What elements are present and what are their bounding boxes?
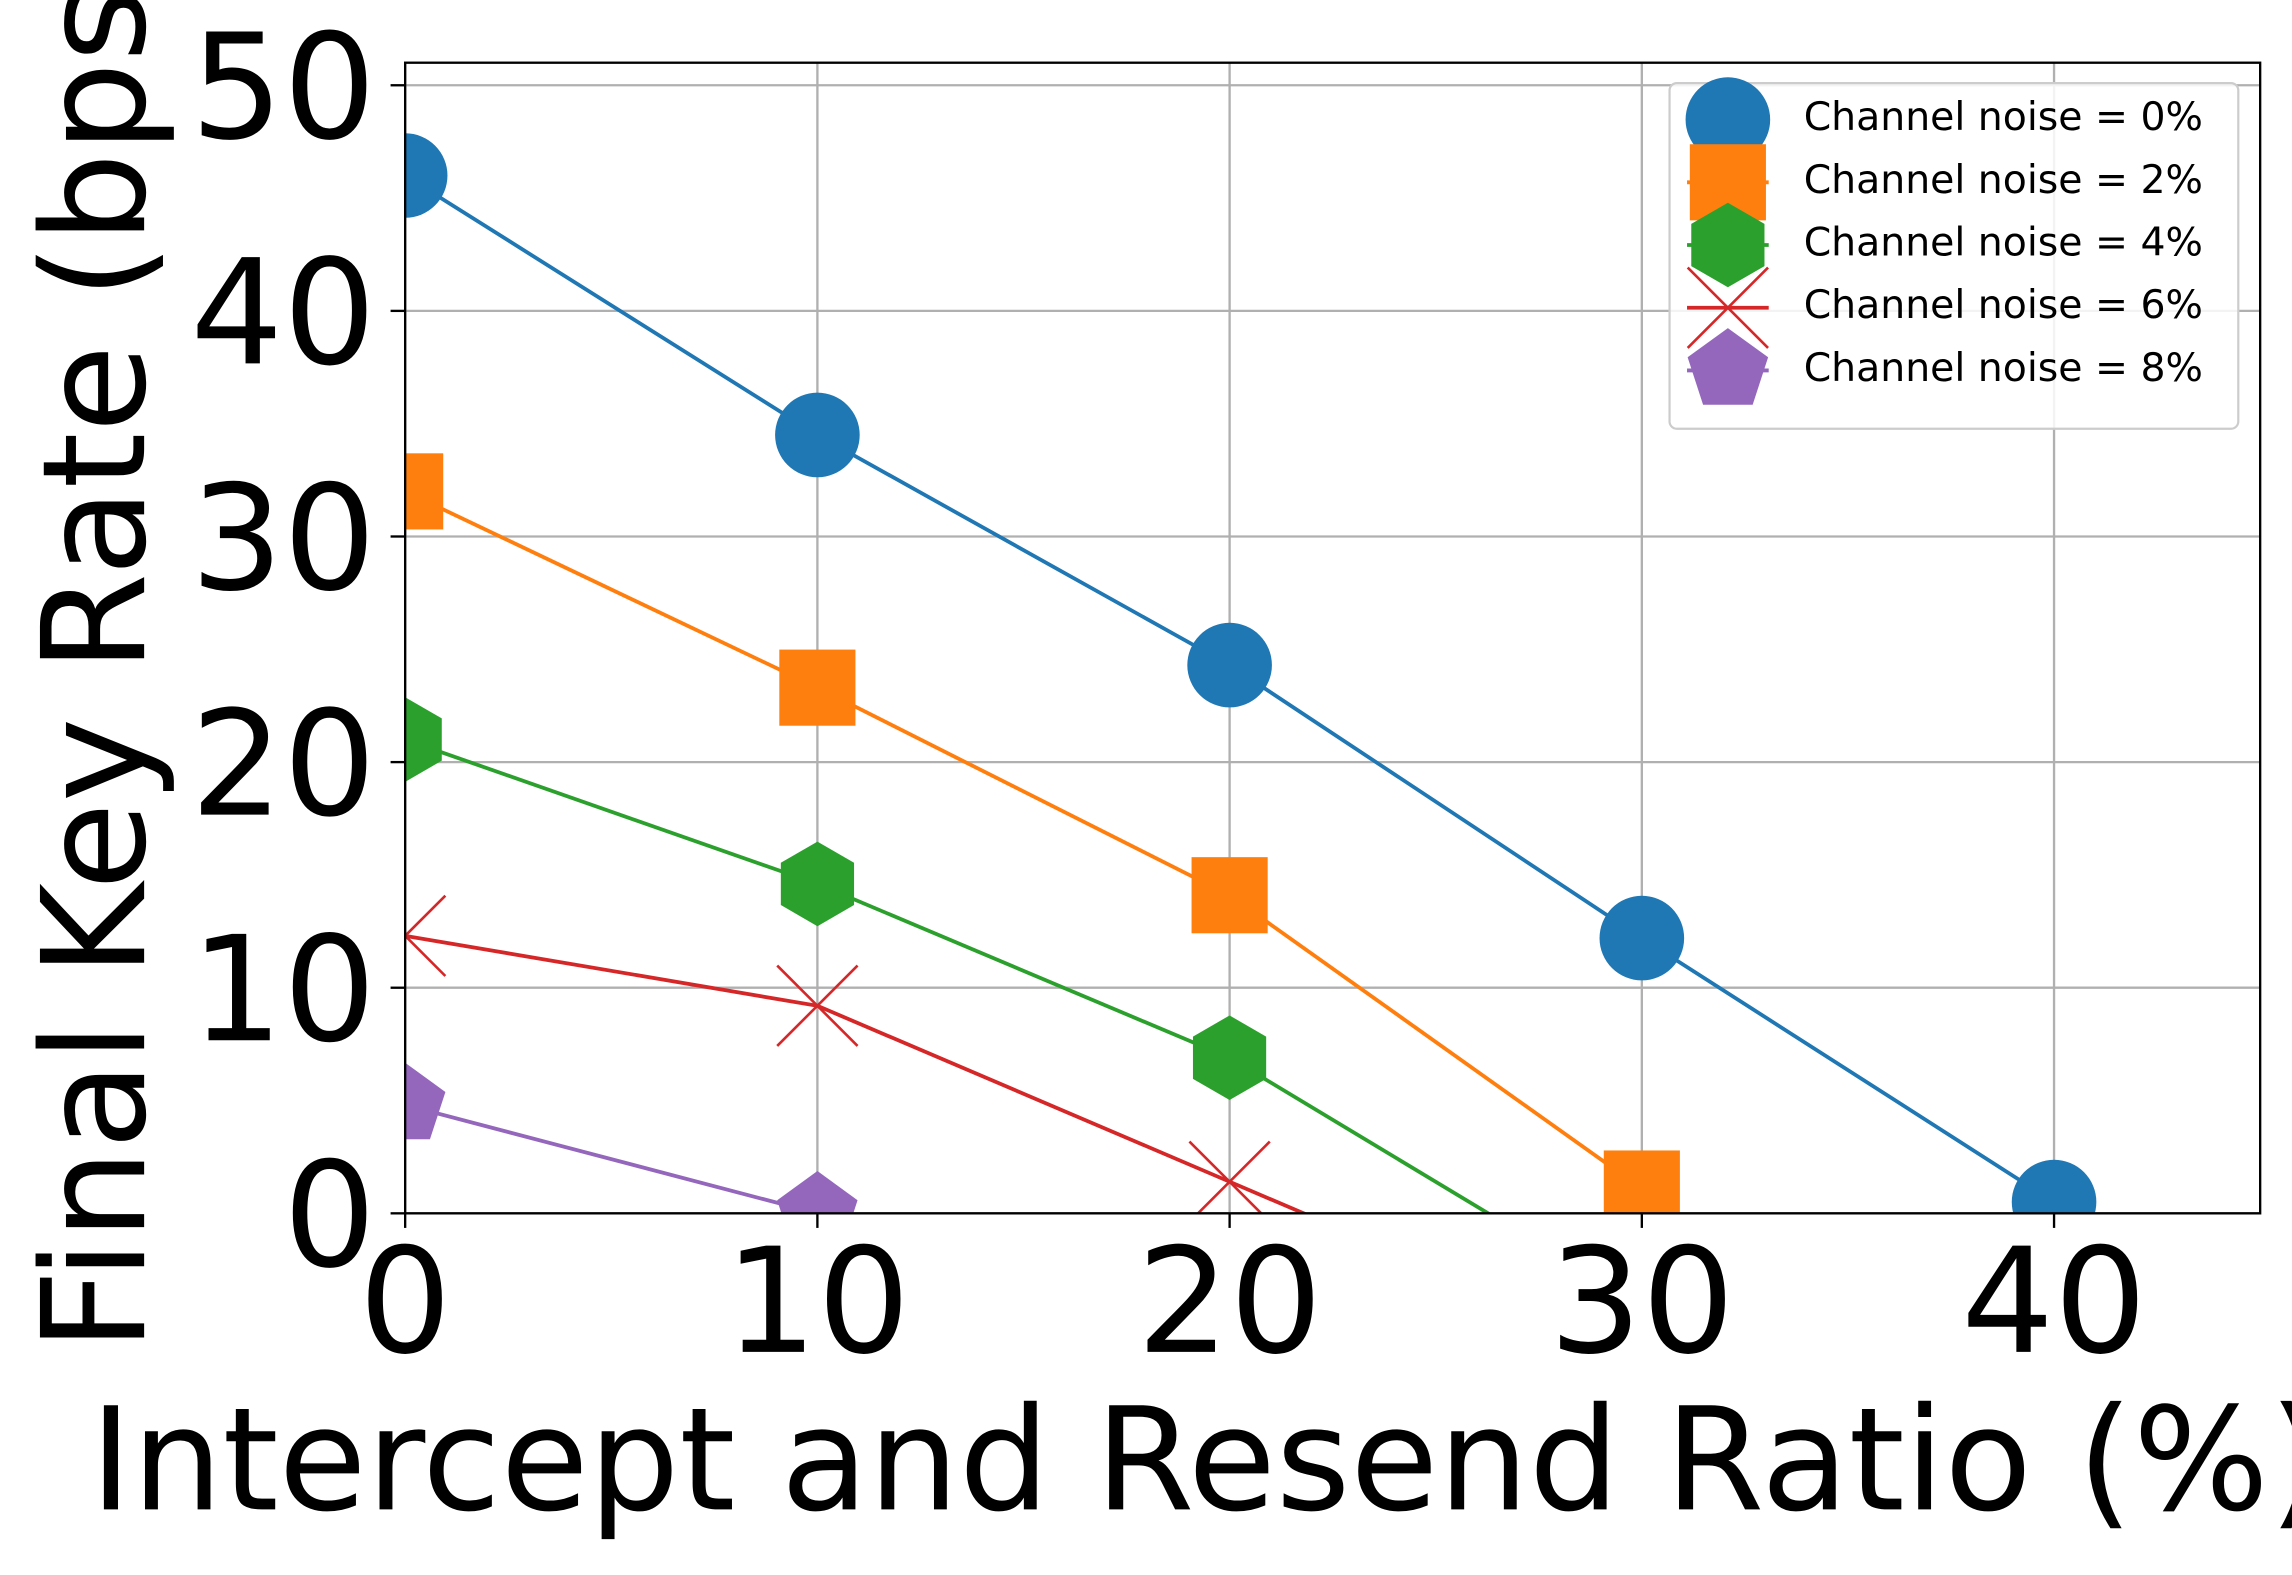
marker — [776, 964, 859, 1047]
legend-label: Channel noise = 0% — [1804, 94, 2203, 140]
marker — [1691, 202, 1765, 288]
x-tick-label: 0 — [359, 1218, 452, 1387]
marker — [1603, 1150, 1680, 1214]
y-tick-label: 0 — [283, 1132, 376, 1301]
legend-label: Channel noise = 8% — [1804, 345, 2203, 391]
legend-label: Channel noise = 6% — [1804, 282, 2203, 328]
y-axis-label: Final Key Rate (bps) — [11, 0, 178, 1352]
marker — [1687, 328, 1769, 405]
legend-box — [1668, 82, 2240, 430]
marker — [775, 392, 860, 478]
legend-label: Channel noise = 2% — [1804, 157, 2203, 203]
legend: Channel noise = 0% Channel noise = 2% Chan… — [1668, 77, 2240, 430]
y-tick-label: 50 — [190, 4, 376, 173]
marker — [405, 697, 442, 782]
marker — [779, 649, 856, 726]
marker — [405, 133, 448, 218]
marker — [1192, 1015, 1267, 1101]
marker — [1191, 857, 1268, 934]
x-tick-label: 10 — [725, 1218, 911, 1387]
axes-frame — [404, 61, 2262, 1215]
series-line — [405, 489, 1643, 1191]
y-tick-label: 30 — [190, 455, 376, 624]
y-tick-label: 20 — [190, 681, 376, 850]
marker — [2011, 1159, 2097, 1214]
marker — [405, 453, 444, 530]
x-axis-label: Intercept and Resend Ratio (%) — [90, 1376, 2292, 1543]
x-tick-label: 30 — [1549, 1218, 1735, 1387]
marker — [1685, 77, 1771, 162]
series-line — [405, 933, 1309, 1214]
series-line — [405, 737, 1492, 1214]
marker — [1187, 622, 1272, 708]
marker — [1188, 1140, 1271, 1214]
marker — [1686, 266, 1769, 349]
marker — [777, 1171, 858, 1214]
marker — [405, 894, 447, 977]
y-tick-label: 10 — [190, 906, 376, 1075]
ticks: 0 10 20 30 40 0 10 20 30 40 50 — [190, 4, 2146, 1387]
legend-label: Channel noise = 4% — [1804, 220, 2203, 266]
marker — [780, 841, 855, 927]
plot-area — [405, 133, 2097, 1214]
series-line — [405, 1103, 818, 1214]
x-tick-label: 40 — [1961, 1218, 2147, 1387]
marker — [405, 1062, 446, 1140]
marker — [1599, 895, 1685, 981]
y-tick-label: 40 — [190, 229, 376, 398]
x-tick-label: 20 — [1137, 1218, 1323, 1387]
